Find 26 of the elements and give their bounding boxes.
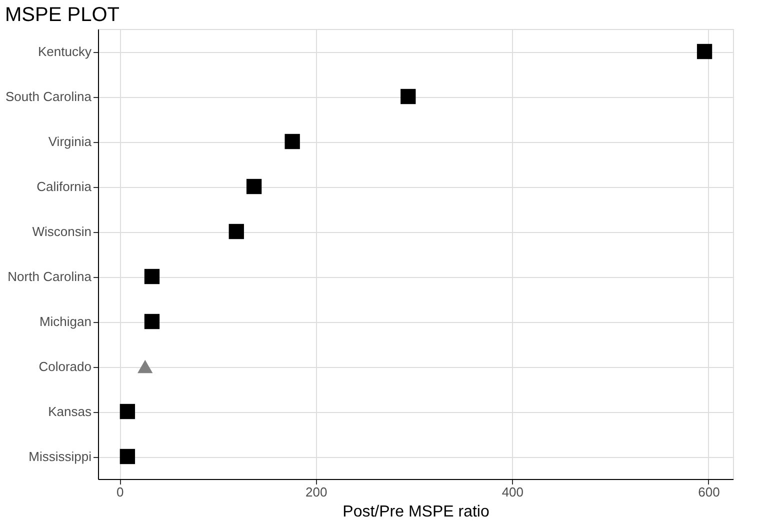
y-tick-label: South Carolina bbox=[6, 89, 92, 104]
point bbox=[120, 404, 136, 420]
point bbox=[696, 44, 712, 60]
point bbox=[228, 224, 244, 240]
x-tick-label: 600 bbox=[698, 484, 720, 500]
chart-title: MSPE PLOT bbox=[5, 4, 120, 26]
y-tick-label: California bbox=[36, 179, 92, 194]
x-axis-title: Post/Pre MSPE ratio bbox=[342, 504, 490, 520]
point bbox=[284, 134, 300, 150]
point bbox=[144, 268, 160, 284]
x-tick-label: 400 bbox=[502, 484, 524, 500]
y-tick-label: Kansas bbox=[48, 404, 92, 419]
x-tick-label: 0 bbox=[116, 484, 124, 500]
point bbox=[144, 314, 160, 330]
y-tick-label: Wisconsin bbox=[32, 224, 92, 239]
point bbox=[120, 448, 136, 464]
y-tick-label: North Carolina bbox=[8, 269, 92, 284]
point bbox=[138, 360, 153, 374]
y-tick-label: Mississippi bbox=[28, 449, 92, 464]
y-tick-label: Colorado bbox=[38, 359, 92, 374]
point bbox=[400, 88, 416, 104]
y-tick-label: Kentucky bbox=[38, 44, 92, 59]
point bbox=[246, 178, 262, 194]
y-tick-label: Michigan bbox=[39, 314, 92, 329]
x-tick-label: 200 bbox=[306, 484, 328, 500]
y-tick-label: Virginia bbox=[48, 134, 92, 149]
